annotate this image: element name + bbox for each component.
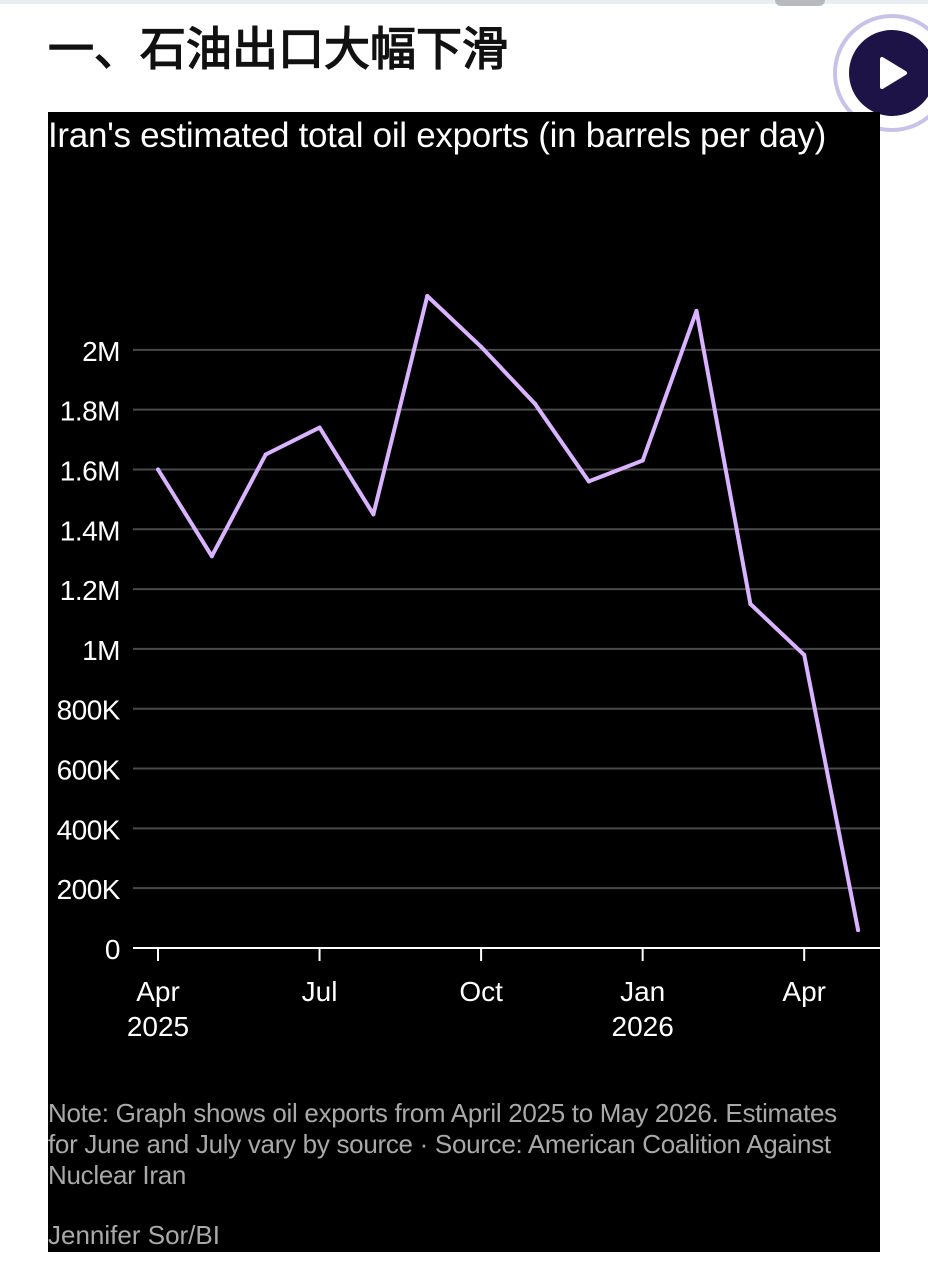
chart-credit: Jennifer Sor/BI [48,1220,220,1250]
data-point [263,452,268,457]
data-point [371,512,376,517]
section-heading: 一、石油出口大幅下滑 [48,22,508,76]
data-point [856,928,861,933]
y-tick-label: 600K [57,755,121,786]
chart-title: Iran's estimated total oil exports (in b… [48,116,827,155]
play-icon [880,57,907,89]
x-tick-label: Apr [136,976,180,1007]
y-tick-label: 2M [82,336,120,367]
x-tick-year-label: 2026 [612,1011,674,1042]
play-button-inner[interactable] [849,30,928,116]
x-tick-label: Oct [459,976,503,1007]
y-tick-label: 200K [57,874,121,905]
y-tick-label: 1M [82,635,120,666]
series-line [156,294,861,933]
y-tick-label: 1.2M [60,575,120,606]
data-point [802,652,807,657]
top-tab-handle[interactable] [775,0,825,6]
y-tick-label: 1.6M [60,455,120,486]
y-tick-label: 1.4M [60,515,120,546]
y-tick-label: 1.8M [60,396,120,427]
data-point [479,344,484,349]
x-tick-label: Jul [302,976,338,1007]
chart-card: Iran's estimated total oil exports (in b… [48,112,880,1252]
data-point [694,308,699,313]
x-tick-year-label: 2025 [127,1011,189,1042]
y-tick-label: 0 [105,934,120,965]
gridlines [133,348,880,890]
data-point [209,554,214,559]
data-point [532,401,537,406]
line-chart: 0 200K 400K 600K 800K 1M 1.2M 1.4M 1.6M 1.8M 2M Ap… [57,293,880,1042]
data-point [748,602,753,607]
data-point [156,467,160,472]
series-layer [156,293,861,933]
data-point [586,479,591,484]
top-bar [0,0,928,4]
data-point [425,293,430,298]
x-axis-ticks: Apr 2025 Jul Oct Jan 2026 Apr [127,948,826,1042]
chart-note: Note: Graph shows oil exports from April… [48,1098,837,1190]
x-tick-label: Jan [620,976,665,1007]
y-tick-label: 800K [57,695,121,726]
x-tick-label: Apr [782,976,826,1007]
data-point [640,458,645,463]
y-tick-label: 400K [57,814,121,845]
data-point [317,425,322,430]
y-axis-ticks: 0 200K 400K 600K 800K 1M 1.2M 1.4M 1.6M 1.8M 2M [57,336,122,965]
